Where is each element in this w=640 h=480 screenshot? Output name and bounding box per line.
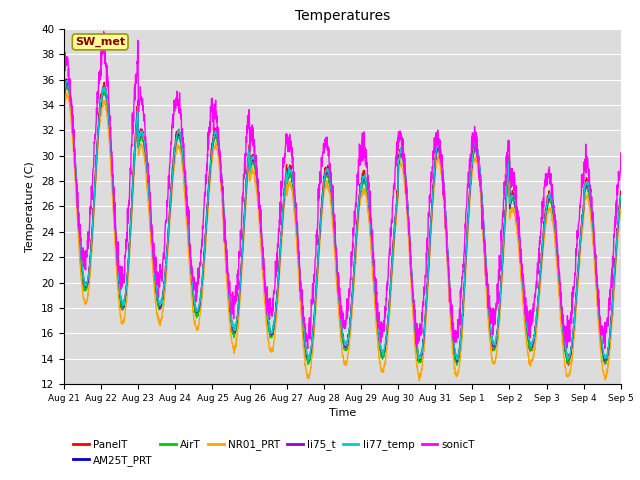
li75_t	[584, 180, 591, 186]
AirT	[617, 196, 625, 202]
NR01_PRT	[371, 300, 379, 306]
li75_t	[371, 280, 379, 286]
li77_temp	[305, 358, 312, 364]
li75_t	[617, 193, 625, 199]
Line: li75_t: li75_t	[64, 81, 621, 362]
AirT	[505, 168, 513, 173]
AM25T_PRT	[505, 166, 513, 172]
PanelT	[564, 362, 572, 368]
Line: PanelT: PanelT	[64, 79, 621, 365]
li77_temp	[359, 174, 367, 180]
li75_t	[505, 168, 513, 173]
PanelT	[617, 188, 625, 194]
li77_temp	[216, 149, 223, 155]
sonicT	[100, 29, 108, 35]
Legend: PanelT, AM25T_PRT, AirT, NR01_PRT, li75_t, li77_temp, sonicT: PanelT, AM25T_PRT, AirT, NR01_PRT, li75_…	[69, 435, 479, 470]
sonicT	[371, 276, 379, 282]
li77_temp	[568, 337, 576, 343]
AM25T_PRT	[216, 153, 223, 158]
PanelT	[63, 76, 71, 82]
li75_t	[359, 178, 367, 184]
AirT	[584, 182, 591, 188]
X-axis label: Time: Time	[329, 408, 356, 418]
li75_t	[64, 78, 72, 84]
PanelT	[359, 172, 367, 178]
AM25T_PRT	[568, 341, 576, 347]
AM25T_PRT	[359, 175, 367, 180]
NR01_PRT	[568, 358, 576, 364]
AirT	[60, 96, 68, 102]
AirT	[453, 362, 461, 368]
AM25T_PRT	[60, 96, 68, 102]
AM25T_PRT	[617, 194, 625, 200]
sonicT	[568, 289, 576, 295]
sonicT	[60, 56, 68, 61]
sonicT	[505, 148, 513, 154]
AM25T_PRT	[371, 288, 379, 294]
sonicT	[617, 150, 625, 156]
sonicT	[359, 145, 367, 151]
NR01_PRT	[505, 177, 513, 182]
NR01_PRT	[415, 378, 423, 384]
Y-axis label: Temperature (C): Temperature (C)	[26, 161, 35, 252]
AM25T_PRT	[305, 359, 312, 365]
Title: Temperatures: Temperatures	[295, 10, 390, 24]
Text: SW_met: SW_met	[75, 37, 125, 47]
li77_temp	[63, 78, 71, 84]
NR01_PRT	[617, 205, 625, 211]
AirT	[359, 181, 367, 187]
Line: li77_temp: li77_temp	[64, 81, 621, 361]
li77_temp	[60, 94, 68, 100]
Line: sonicT: sonicT	[64, 32, 621, 348]
AM25T_PRT	[584, 182, 591, 188]
NR01_PRT	[584, 194, 591, 200]
li77_temp	[617, 194, 625, 200]
Line: NR01_PRT: NR01_PRT	[64, 93, 621, 381]
li77_temp	[505, 166, 513, 171]
Line: AirT: AirT	[64, 85, 621, 365]
PanelT	[584, 178, 591, 183]
AirT	[568, 343, 576, 349]
AM25T_PRT	[64, 79, 72, 84]
PanelT	[371, 286, 379, 292]
li75_t	[453, 359, 461, 365]
AirT	[63, 82, 71, 88]
sonicT	[216, 146, 223, 152]
PanelT	[216, 148, 223, 154]
AirT	[371, 288, 379, 294]
PanelT	[568, 339, 576, 345]
Line: AM25T_PRT: AM25T_PRT	[64, 82, 621, 362]
NR01_PRT	[216, 167, 223, 172]
sonicT	[304, 346, 312, 351]
li75_t	[60, 93, 68, 99]
PanelT	[504, 162, 512, 168]
NR01_PRT	[63, 90, 71, 96]
AirT	[216, 153, 223, 159]
li77_temp	[371, 283, 379, 288]
NR01_PRT	[60, 104, 68, 109]
NR01_PRT	[359, 187, 367, 193]
sonicT	[584, 156, 591, 161]
li75_t	[216, 150, 223, 156]
li75_t	[568, 341, 576, 347]
PanelT	[60, 89, 68, 95]
li77_temp	[584, 179, 591, 184]
